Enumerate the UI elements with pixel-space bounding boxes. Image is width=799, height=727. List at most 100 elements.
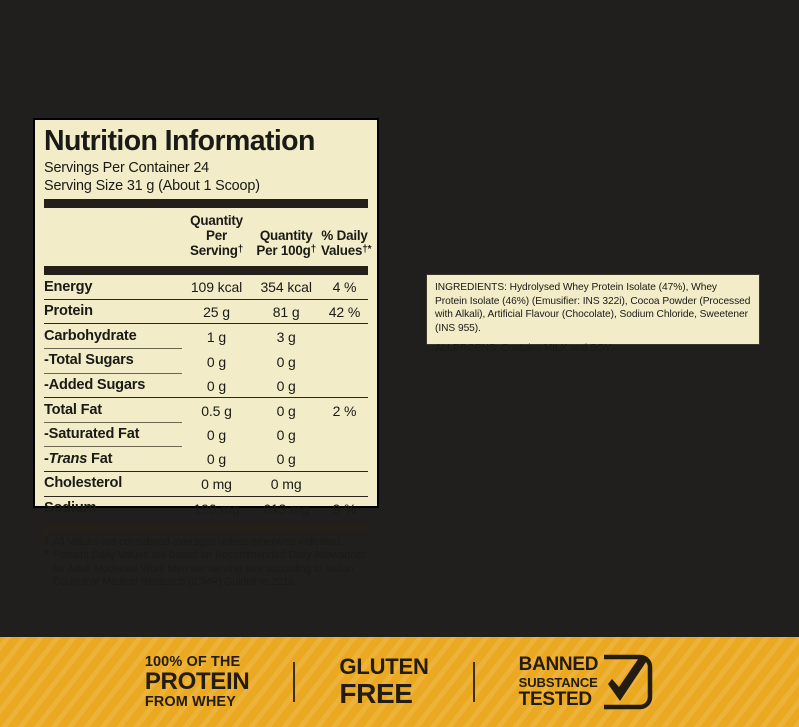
per-serving-footnote-mark: † [237, 244, 244, 256]
nutrition-table-header: Quantity Per Serving† Quantity Per 100g†… [44, 208, 372, 263]
badge-banned-substance-tested: BANNED SUBSTANCE TESTED [519, 653, 654, 711]
row-value-daily-value [321, 323, 368, 349]
banned-badge-line2: SUBSTANCE [518, 674, 598, 690]
column-header-per-serving: Quantity Per Serving† [182, 208, 252, 263]
daily-value-line2: Values [321, 243, 363, 259]
row-value-daily-value [321, 470, 368, 497]
table-row: -Saturated Fat 0 g 0 g [44, 421, 368, 447]
row-value-per-100g: 0 g [276, 353, 296, 370]
row-value-per-100g: 354 kcal [260, 279, 312, 296]
row-nutrient-name: Carbohydrate [44, 323, 182, 349]
nutrition-table-body: Energy 109 kcal 354 kcal 4 % Protein 25 g 81 g… [44, 275, 368, 521]
table-row: Sodium 190 mg 613 mg 9 % [44, 495, 368, 521]
column-header-daily-value: % Daily Values†* [321, 208, 372, 263]
per-serving-line2: Per Serving [189, 228, 238, 259]
footnotes-block: † All Values are considered averages unle… [44, 536, 368, 589]
daily-value-line1: % Daily [321, 228, 368, 244]
row-value-per-serving: 190 mg [181, 495, 252, 521]
banned-badge-line1: BANNED [518, 654, 599, 675]
row-value-per-serving: 0 g [206, 451, 227, 468]
per-100g-line1: Quantity [259, 228, 313, 244]
row-value-per-serving: 0 g [206, 377, 227, 394]
badge-separator-1 [293, 662, 296, 702]
servings-per-container: Servings Per Container 24 [44, 159, 210, 176]
row-value-per-serving: 0.5 g [181, 397, 252, 423]
row-value-per-serving: 0 g [206, 427, 227, 444]
per-serving-line1: Quantity [190, 213, 243, 229]
row-value-daily-value: 9 % [321, 495, 368, 521]
checkmark-box-icon [604, 654, 653, 710]
footnote-mark: † [44, 536, 50, 548]
row-value-per-100g: 0 mg [251, 470, 321, 497]
nutrition-panel-title: Nutrition Information [44, 125, 315, 157]
row-value-daily-value [321, 348, 368, 373]
banned-badge-line3: TESTED [518, 689, 592, 710]
row-value-per-100g: 0 g [276, 427, 296, 444]
table-row: Protein 25 g 81 g 42 % [44, 298, 368, 324]
row-value-daily-value: 4 % [332, 279, 357, 296]
row-value-per-100g: 0 g [276, 451, 296, 468]
row-nutrient-name: Total Fat [44, 397, 182, 423]
row-nutrient-name: -Saturated Fat [44, 421, 182, 447]
allergens-text: ALLERGENS: Contains MILK and SOY. [435, 343, 613, 355]
per-100g-line2: Per 100g [256, 243, 311, 259]
row-nutrient-name: Energy [44, 278, 93, 295]
row-value-per-100g: 81 g [251, 298, 321, 324]
bottom-claims-banner: 100% OF THE PROTEIN FROM WHEY GLUTEN FRE… [0, 637, 799, 727]
row-value-daily-value [321, 373, 368, 398]
row-value-daily-value [321, 447, 368, 472]
gluten-badge-line2: FREE [339, 678, 413, 709]
row-value-per-serving: 25 g [181, 298, 252, 324]
table-row: -Added Sugars 0 g 0 g [44, 372, 368, 398]
table-row: -Total Sugars 0 g 0 g [44, 347, 368, 374]
protein-badge-line3: FROM WHEY [144, 694, 236, 710]
header-bottom-rule [44, 266, 368, 276]
footnote-text: Percent Daily Values are based on Recomm… [53, 549, 367, 589]
table-row: -Trans Fat 0 g 0 g [44, 446, 368, 472]
row-value-daily-value [321, 422, 368, 447]
header-top-rule [44, 199, 368, 209]
daily-value-footnote-mark: †* [362, 244, 372, 256]
row-value-per-serving: 0 g [206, 353, 227, 370]
row-nutrient-name: -Added Sugars [44, 372, 182, 398]
row-value-per-100g: 613 mg [251, 495, 321, 521]
footnote-text: All Values are considered averages unles… [53, 536, 343, 549]
row-value-daily-value: 2 % [321, 397, 368, 423]
row-value-per-100g: 3 g [251, 323, 321, 349]
gluten-badge-line1: GLUTEN [339, 654, 429, 679]
protein-badge-line1: 100% OF THE [144, 653, 241, 670]
badge-gluten-free: GLUTEN FREE [339, 656, 428, 708]
banned-badge-words: BANNED SUBSTANCE TESTED [518, 654, 599, 710]
badge-separator-2 [472, 662, 475, 702]
column-header-per-100g: Quantity Per 100g† [251, 208, 321, 263]
row-value-daily-value: 42 % [321, 298, 368, 324]
row-nutrient-name: Cholesterol [44, 470, 182, 497]
row-nutrient-name: -Trans Fat [44, 446, 182, 472]
badge-protein-from-whey: 100% OF THE PROTEIN FROM WHEY [144, 653, 250, 710]
table-row: Cholesterol 0 mg 0 mg [44, 470, 368, 497]
row-value-per-serving: 1 g [181, 323, 252, 349]
footnote-line: * Percent Daily Values are based on Recom… [44, 547, 368, 589]
nutrition-facts-body: Energy 109 kcal 354 kcal 4 % Protein 25 g 81 g… [44, 275, 368, 521]
row-value-per-serving: 109 kcal [190, 279, 243, 296]
serving-size: Serving Size 31 g (About 1 Scoop) [44, 178, 260, 195]
row-value-per-100g: 0 g [276, 377, 296, 394]
table-row: Energy 109 kcal 354 kcal 4 % [44, 275, 368, 299]
protein-badge-line2: PROTEIN [144, 668, 250, 695]
ingredients-text: INGREDIENTS: Hydrolysed Whey Protein Iso… [435, 282, 751, 334]
ingredients-panel: INGREDIENTS: Hydrolysed Whey Protein Iso… [426, 274, 760, 354]
row-nutrient-name: Protein [44, 298, 182, 324]
footnote-line: † All Values are considered averages unle… [44, 536, 368, 549]
column-header-nutrient [44, 208, 182, 263]
nutrition-information-panel: Nutrition Information Servings Per Conta… [33, 118, 379, 588]
per-100g-footnote-mark: † [310, 244, 317, 256]
footer-rule [44, 524, 368, 534]
row-nutrient-name: Sodium [44, 495, 182, 521]
footnote-mark: * [44, 547, 49, 563]
row-value-per-100g: 0 g [251, 397, 321, 423]
row-nutrient-name: -Total Sugars [44, 347, 182, 374]
nutrition-facts-table: Quantity Per Serving† Quantity Per 100g†… [44, 208, 372, 263]
row-value-per-serving: 0 mg [181, 470, 252, 497]
